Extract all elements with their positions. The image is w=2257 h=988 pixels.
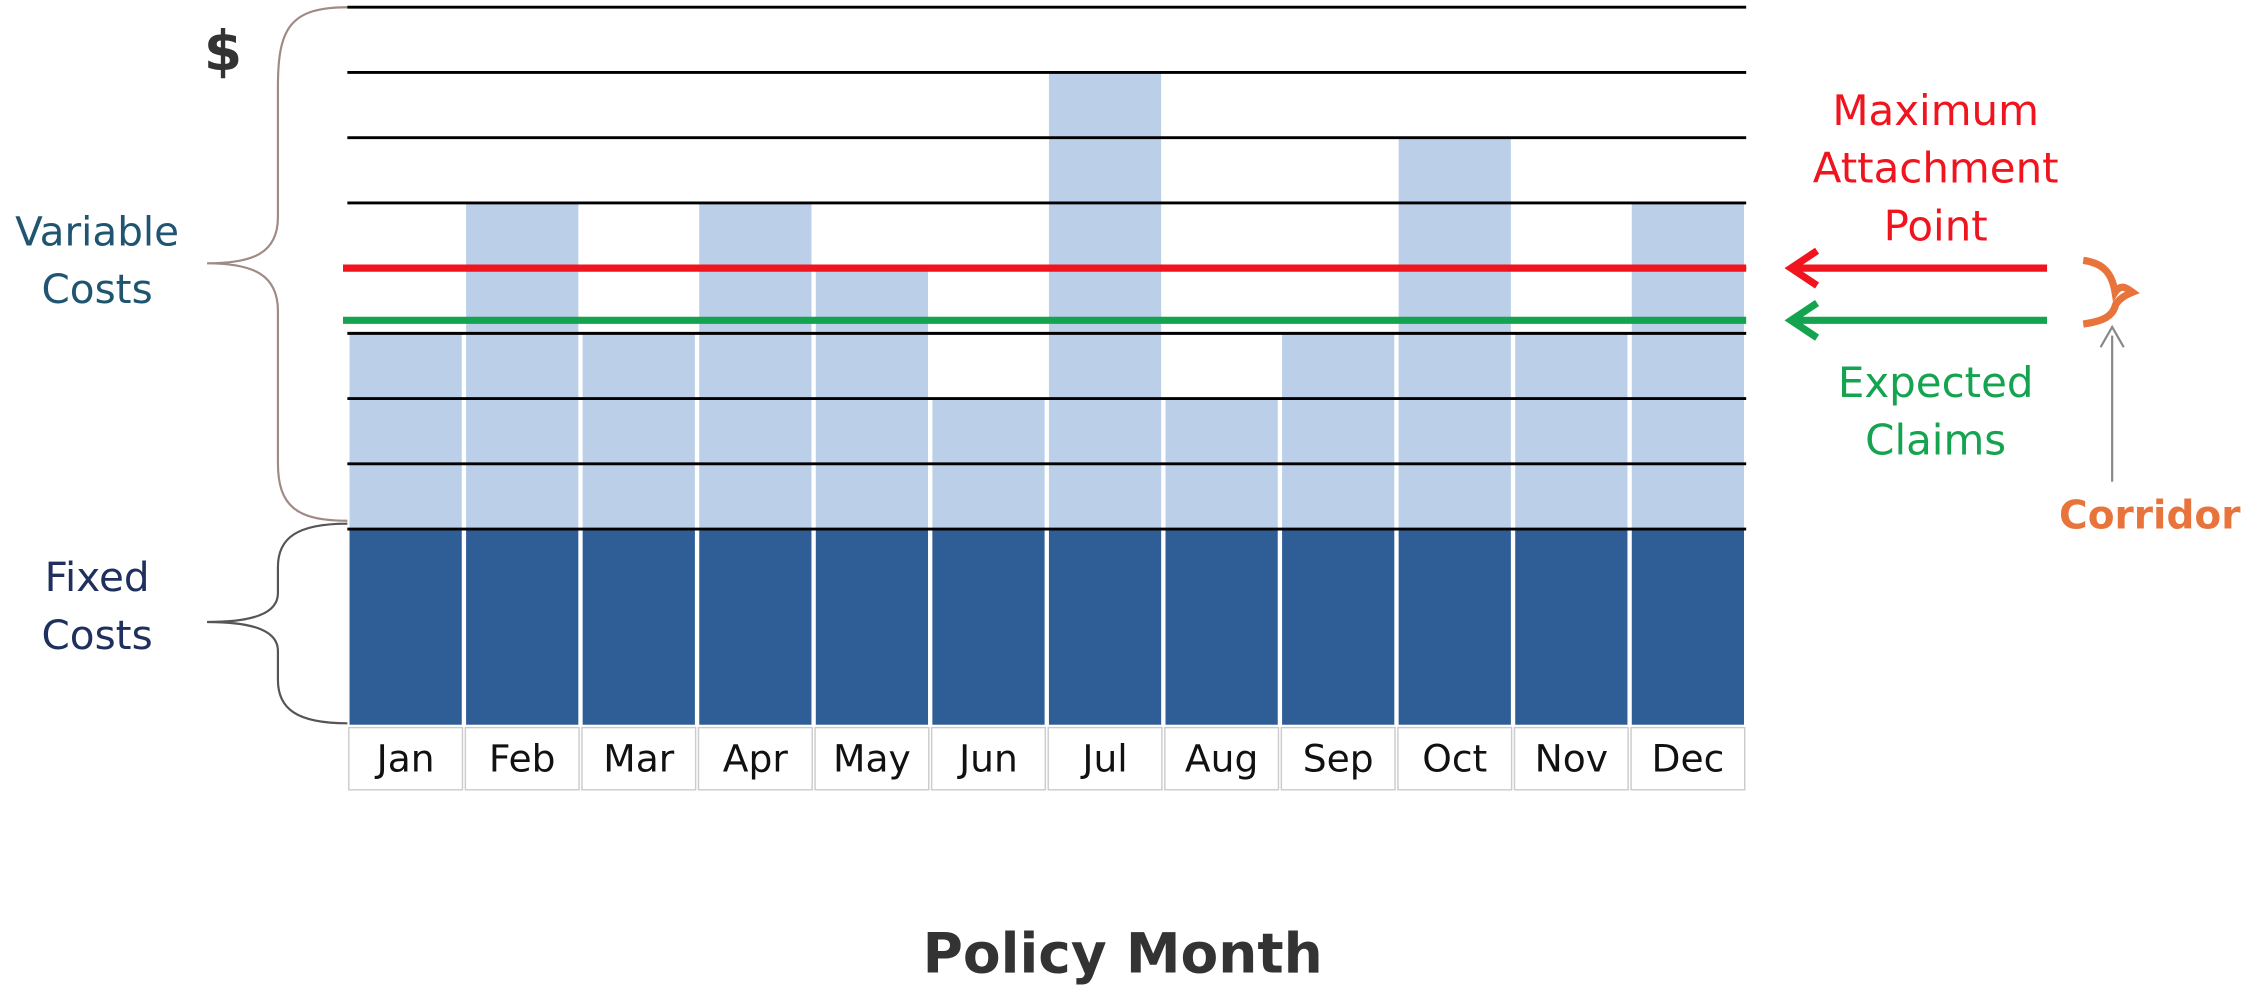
x-tick-label: Sep [1303, 736, 1374, 780]
x-tick-label: Nov [1535, 736, 1608, 780]
category-cell [1513, 726, 1629, 791]
bar-segment [1631, 529, 1745, 725]
bar-segment [1165, 529, 1278, 725]
bar-segment [349, 529, 462, 725]
x-tick-label: Jul [1080, 736, 1127, 780]
category-cell [814, 726, 930, 791]
bar-segment [815, 529, 929, 725]
x-tick-label: Jan [375, 736, 435, 780]
category-cell [930, 726, 1047, 791]
category-cell [697, 726, 813, 791]
bar-segment [932, 529, 1045, 725]
bar-segment [582, 333, 695, 530]
reference-arrow-head [1784, 247, 1820, 289]
bar-segment [582, 529, 695, 725]
bar-segment [1631, 202, 1745, 530]
bar-segment [466, 202, 579, 530]
category-cell [348, 726, 464, 791]
x-tick-label: May [833, 736, 911, 780]
fixed-brace [207, 522, 348, 725]
series-label: Fixed Costs [42, 553, 153, 659]
x-tick-label: Feb [489, 736, 556, 780]
bar-segment [699, 202, 812, 530]
reference-label: Maximum Attachment Point [1813, 85, 2059, 250]
category-cell [1047, 726, 1163, 791]
reference-arrow-head [1784, 299, 1820, 341]
category-cell [464, 726, 580, 791]
bar-segment [1515, 333, 1628, 530]
x-tick-label: Mar [603, 736, 674, 780]
bar-segment [349, 333, 462, 530]
bar-segment [1048, 72, 1162, 530]
bar-segment [699, 529, 812, 725]
x-tick-label: Aug [1185, 736, 1258, 780]
bar-segment [1048, 529, 1162, 725]
corridor-pointer-head [2099, 324, 2125, 348]
bar-segment [1515, 529, 1628, 725]
x-axis-label: Policy Month [923, 922, 1323, 986]
category-cell [581, 726, 697, 791]
bar-segment [1282, 333, 1395, 530]
bar-segment [1398, 529, 1511, 725]
category-cell [1630, 726, 1746, 791]
x-tick-label: Jun [957, 736, 1018, 780]
x-tick-label: Oct [1422, 736, 1487, 780]
reference-label: Expected Claims [1838, 357, 2034, 464]
category-cell [1397, 726, 1513, 791]
x-tick-label: Apr [723, 736, 789, 780]
category-cell [1164, 726, 1280, 791]
corridor-brace [2082, 256, 2140, 328]
variable-brace [207, 6, 348, 522]
bar-segment [1282, 529, 1395, 725]
currency-label: $ [204, 19, 242, 83]
corridor-label: Corridor [2059, 493, 2241, 538]
bar-segment [466, 529, 579, 725]
x-tick-label: Dec [1652, 736, 1725, 780]
category-cell [1280, 726, 1396, 791]
series-label: Variable Costs [15, 207, 179, 313]
